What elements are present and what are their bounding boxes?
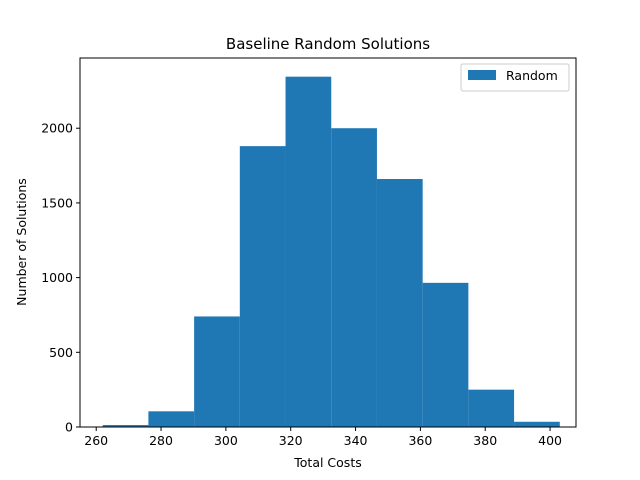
x-tick-label: 400	[538, 433, 562, 448]
histogram-bar	[422, 282, 469, 427]
x-axis-title: Total Costs	[293, 455, 361, 470]
chart-title: Baseline Random Solutions	[226, 35, 430, 53]
histogram-bar	[514, 421, 560, 427]
x-tick-label: 280	[149, 433, 173, 448]
x-tick-label: 260	[84, 433, 108, 448]
y-tick-label: 1000	[41, 270, 73, 285]
legend: Random	[460, 63, 570, 92]
legend-label-random: Random	[506, 68, 558, 83]
y-tick-label: 0	[65, 420, 73, 435]
histogram-bar	[285, 76, 332, 428]
x-tick-label: 340	[344, 433, 368, 448]
y-tick-label: 2000	[41, 121, 73, 136]
x-tick-label: 360	[408, 433, 432, 448]
histogram-bar	[148, 411, 195, 427]
x-axis: 260 280 300 320 340 360 380 400	[84, 427, 562, 448]
plot-frame	[79, 57, 577, 428]
x-tick-label: 380	[473, 433, 497, 448]
histogram-bar	[194, 316, 240, 427]
histogram-bar	[331, 128, 377, 427]
y-axis-title: Number of Solutions	[14, 178, 29, 306]
bars-group	[102, 76, 560, 428]
histogram-bar	[239, 146, 286, 427]
histogram-bar	[376, 179, 423, 427]
histogram-bar	[468, 389, 515, 427]
y-tick-label: 500	[49, 345, 73, 360]
y-tick-label: 1500	[41, 195, 73, 210]
legend-swatch-random	[468, 70, 496, 80]
x-tick-label: 300	[214, 433, 238, 448]
histogram-bar	[102, 425, 149, 427]
x-tick-label: 320	[279, 433, 303, 448]
y-axis: 0 500 1000 1500 2000	[41, 121, 80, 435]
